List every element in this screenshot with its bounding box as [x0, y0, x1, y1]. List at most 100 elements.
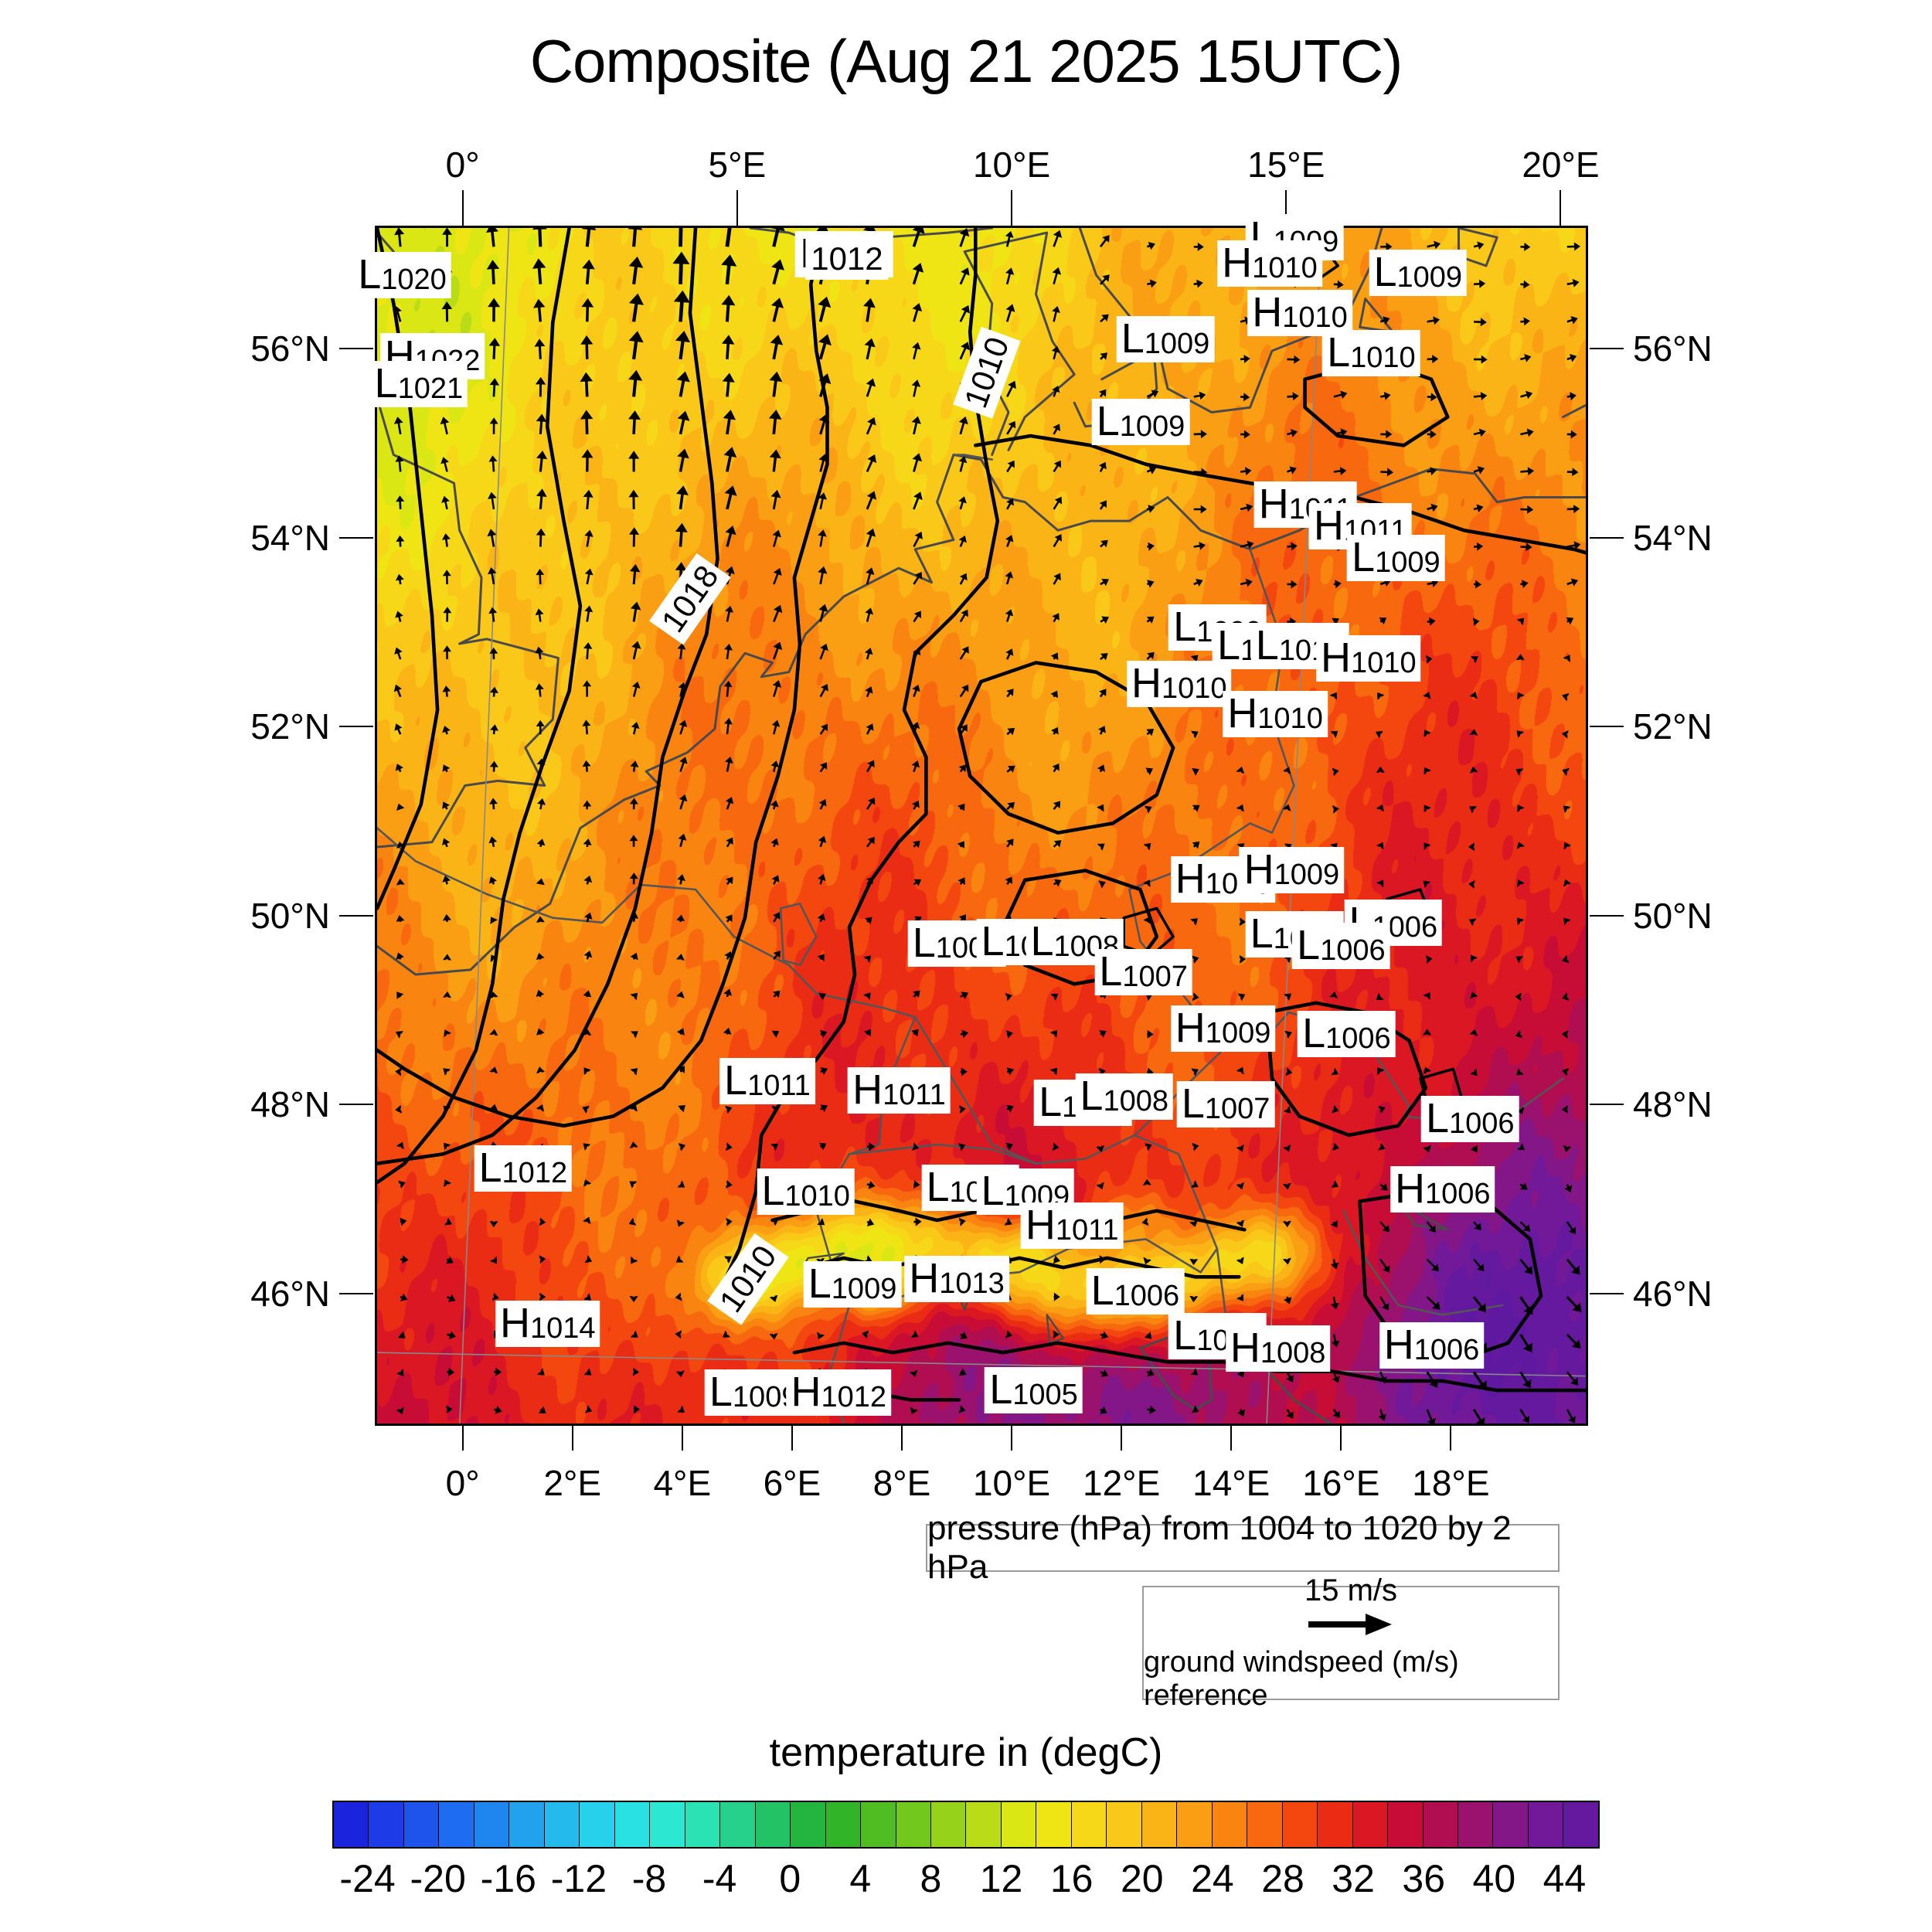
colorbar-label-0: -24	[339, 1857, 396, 1900]
pressure-marker-value: 1009	[1119, 410, 1185, 444]
colorbar-label-4: -8	[631, 1857, 667, 1900]
pressure-marker-value: 1006	[1424, 1178, 1491, 1211]
colorbar-cell-29	[1352, 1802, 1389, 1847]
pressure-marker-h-48: H1008	[1225, 1324, 1331, 1372]
pressure-marker-value: 1011	[747, 1069, 811, 1102]
pressure-marker-l-43: L1009	[803, 1260, 902, 1308]
top-tickmark-3	[1285, 190, 1287, 226]
colorbar-cell-9	[650, 1802, 685, 1847]
left-lat-tick-5: 46°N	[250, 1273, 330, 1314]
right-tickmark-4	[1590, 1104, 1624, 1106]
pressure-marker-type: H	[1383, 1321, 1414, 1369]
pressure-marker-h-42: H1011	[1020, 1201, 1124, 1249]
pressure-marker-l-50: L1009	[704, 1369, 803, 1417]
pressure-marker-type: H	[791, 1369, 821, 1416]
pressure-marker-value: 1009	[1205, 1017, 1271, 1050]
pressure-marker-value: 1008	[1260, 1336, 1326, 1369]
colorbar-cell-7	[580, 1802, 615, 1847]
right-lat-tick-2: 52°N	[1633, 706, 1713, 747]
pressure-marker-l-30: L1006	[1298, 1010, 1396, 1057]
pressure-marker-h-44: H1013	[904, 1255, 1009, 1303]
colorbar-cell-4	[474, 1802, 510, 1847]
bottom-lon-tick-2: 4°E	[653, 1463, 712, 1503]
colorbar-cell-12	[755, 1802, 791, 1847]
pressure-marker-l-52: L1005	[985, 1366, 1083, 1413]
pressure-marker-type: L	[1255, 622, 1279, 669]
map-panel	[375, 226, 1588, 1426]
colorbar-cell-22	[1107, 1802, 1142, 1847]
pressure-marker-type: H	[1252, 288, 1283, 335]
right-lat-tick-3: 50°N	[1633, 895, 1713, 936]
colorbar-label-16: 40	[1472, 1857, 1516, 1900]
pressure-marker-l-8: L1009	[1116, 315, 1215, 362]
top-lon-tick-0: 0°	[445, 145, 480, 185]
bottom-lon-tick-5: 10°E	[972, 1463, 1051, 1503]
colorbar-cell-21	[1071, 1802, 1107, 1847]
pressure-marker-type: H	[1222, 239, 1253, 286]
pressure-marker-type: H	[499, 1299, 530, 1346]
pressure-marker-h-5: H1010	[1217, 240, 1322, 287]
map-plot-area[interactable]	[375, 226, 1588, 1426]
pressure-marker-h-32: H1011	[848, 1066, 951, 1114]
pressure-marker-value: 1010	[1252, 251, 1318, 284]
bottom-tickmark-6	[1121, 1426, 1123, 1451]
top-lon-tick-4: 20°E	[1522, 145, 1600, 185]
pressure-marker-value: 1010	[1257, 702, 1323, 736]
colorbar-cell-5	[509, 1802, 545, 1847]
colorbar-label-5: -4	[702, 1857, 737, 1900]
page-title: Composite (Aug 21 2025 15UTC)	[529, 27, 1403, 95]
pressure-marker-type: H	[909, 1255, 940, 1302]
top-tickmark-0	[461, 190, 464, 226]
pressure-marker-value: 1010	[1161, 672, 1227, 706]
top-lon-tick-2: 10°E	[972, 145, 1051, 185]
pressure-marker-h-49: H1006	[1379, 1322, 1485, 1369]
pressure-marker-l-34: L1008	[1075, 1073, 1173, 1121]
colorbar-label-6: 0	[779, 1857, 801, 1900]
colorbar-cell-26	[1247, 1802, 1283, 1847]
pressure-marker-type: H	[1230, 1324, 1260, 1371]
right-lat-tick-1: 54°N	[1633, 517, 1713, 558]
colorbar-cell-20	[1036, 1802, 1072, 1847]
pressure-marker-value: 1009	[1375, 546, 1440, 580]
colorbar-cell-2	[403, 1802, 440, 1847]
colorbar-label-15: 36	[1402, 1857, 1446, 1900]
pressure-marker-type: L	[709, 1369, 733, 1416]
pressure-legend-text: pressure (hPa) from 1004 to 1020 by 2 hP…	[927, 1509, 1512, 1586]
colorbar-cell-34	[1528, 1802, 1564, 1847]
pressure-marker-l-38: L1010	[757, 1168, 855, 1215]
colorbar-label-17: 44	[1543, 1857, 1587, 1900]
pressure-marker-l-13: L1009	[1347, 534, 1445, 582]
colorbar-label-3: -12	[550, 1857, 607, 1900]
left-lat-tick-4: 48°N	[250, 1084, 330, 1125]
left-lat-tick-3: 50°N	[250, 895, 330, 936]
pressure-marker-h-46: H1014	[495, 1299, 600, 1347]
bottom-tickmark-5	[1011, 1426, 1013, 1451]
right-tickmark-1	[1590, 536, 1624, 539]
pressure-marker-h-7: H1010	[1247, 288, 1352, 336]
pressure-marker-value: 1010	[1351, 647, 1417, 680]
pressure-marker-type: L	[1250, 910, 1274, 957]
pressure-marker-type: L	[358, 250, 382, 298]
pressure-marker-l-2: L1021	[369, 361, 468, 408]
pressure-marker-value: 1009	[1274, 858, 1340, 891]
pressure-marker-type: L	[1080, 1073, 1104, 1120]
left-tickmark-0	[339, 347, 373, 349]
pressure-marker-type: L	[1425, 1094, 1449, 1141]
pressure-marker-type: H	[852, 1066, 883, 1113]
colorbar-cell-10	[685, 1802, 721, 1847]
pressure-marker-type: L	[989, 1366, 1013, 1413]
pressure-marker-value: 1021	[397, 372, 464, 406]
pressure-marker-value: 1011	[883, 1078, 946, 1111]
colorbar-cell-6	[544, 1802, 580, 1847]
bottom-tickmark-8	[1340, 1426, 1342, 1451]
colorbar-cell-15	[861, 1802, 896, 1847]
bottom-lon-tick-4: 8°E	[872, 1463, 931, 1503]
pressure-marker-type: H	[1025, 1201, 1056, 1248]
bottom-tickmark-7	[1230, 1426, 1233, 1451]
pressure-marker-value: 1006	[1449, 1107, 1515, 1140]
colorbar-cell-0	[334, 1802, 369, 1847]
colorbar[interactable]	[332, 1801, 1600, 1849]
pressure-marker-l-37: L1012	[474, 1145, 573, 1192]
pressure-marker-type: L	[1090, 1267, 1114, 1315]
pressure-marker-type: L	[1352, 534, 1376, 581]
